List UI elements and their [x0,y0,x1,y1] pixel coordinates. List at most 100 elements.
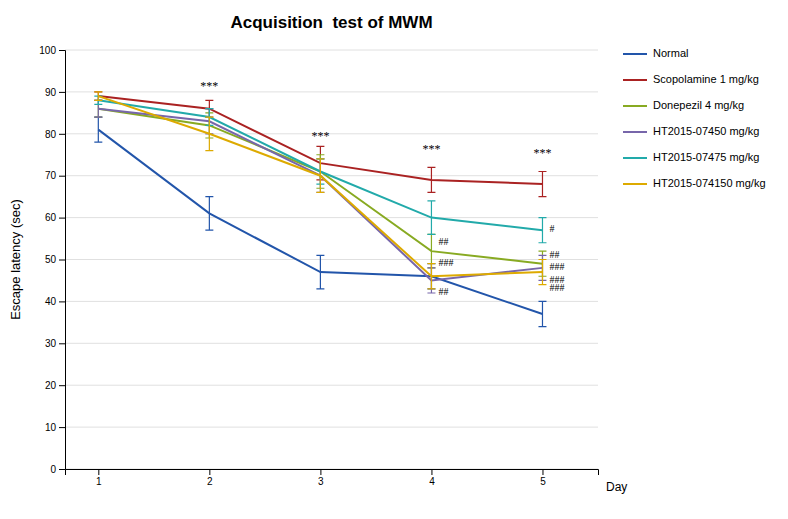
legend-label: Scopolamine 1 mg/kg [653,73,759,85]
y-tick-mark [59,301,65,302]
grid-line [65,50,598,51]
error-bar [94,117,102,142]
y-tick: 90 [45,87,65,98]
legend: Normal Scopolamine 1 mg/kg Donepezil 4 mg/… [623,47,766,189]
x-axis: 1 2 3 4 5 [66,469,599,487]
y-tick-mark [59,134,65,135]
hash-annotation: ## [438,286,448,297]
y-tick-mark [59,92,65,93]
legend-swatch [623,183,647,185]
series [94,100,546,293]
grid-line [65,427,598,428]
series-line [98,109,542,264]
error-bar [205,197,213,231]
y-tick: 70 [45,170,65,181]
marks [94,92,546,327]
series [94,92,546,197]
x-tick-label: 2 [207,476,213,487]
error-bar [538,260,546,285]
legend-entry: HT2015-07475 mg/kg [623,151,759,163]
x-tick-mark [98,469,99,475]
y-tick: 100 [39,45,65,56]
legend-entry: Normal [623,47,688,59]
error-bar [94,92,102,100]
y-tick-label: 0 [50,464,56,475]
series-line [98,96,542,276]
legend-label: Normal [653,47,688,59]
star-annotation: *** [533,146,551,160]
y-tick: 60 [45,212,65,223]
legend-swatch [623,53,647,55]
legend-label: HT2015-074150 mg/kg [653,177,766,189]
y-tick: 30 [45,338,65,349]
y-tick-mark [59,469,65,470]
x-tick: 2 [207,469,213,487]
annotations: ************################### [200,79,564,297]
y-tick: 10 [45,422,65,433]
grid-line [65,217,598,218]
y-tick-mark [59,176,65,177]
grid-line [65,259,598,260]
y-tick-label: 20 [45,380,57,391]
grid-line [65,133,598,134]
hash-annotation: ## [549,249,559,260]
legend-swatch [623,105,647,107]
error-bar [316,255,324,289]
grid-line [65,91,598,92]
error-bar [427,201,435,235]
x-tick: 3 [318,469,324,487]
x-tick-label: 3 [318,476,324,487]
y-tick-mark [59,343,65,344]
title: Acquisition test of MWM [230,13,432,32]
hash-annotation: ### [549,261,564,272]
x-tick-label: 1 [96,476,102,487]
x-tick-label: 4 [429,476,435,487]
legend-swatch [623,79,647,81]
legend-label: Donepezil 4 mg/kg [653,99,744,111]
error-bar [538,172,546,197]
legend-swatch [623,157,647,159]
y-tick-label: 40 [45,296,57,307]
y-axis: 0 10 20 30 40 50 60 70 80 90 100 [39,45,65,475]
legend-label: HT2015-07450 mg/kg [653,125,759,137]
star-annotation: *** [422,142,440,156]
legend-label: HT2015-07475 mg/kg [653,151,759,163]
error-bar [538,301,546,326]
plot: 123450102030405060708090100************#… [39,45,598,487]
error-bar [205,117,213,151]
y-tick-label: 80 [45,129,57,140]
error-bar [427,167,435,192]
y-tick: 80 [45,129,65,140]
x-tick-mark [320,469,321,475]
x-tick: 1 [96,469,102,487]
series [94,92,546,289]
y-tick: 50 [45,254,65,265]
x-axis-line [66,470,599,476]
y-tick-label: 30 [45,338,57,349]
error-bar [427,234,435,268]
star-annotation: *** [311,129,329,143]
x-tick-mark [542,469,543,475]
legend-entry: HT2015-07450 mg/kg [623,125,759,137]
grid-line [65,343,598,344]
y-tick-label: 100 [39,45,56,56]
y-tick-label: 60 [45,212,57,223]
chart: 123450102030405060708090100************#… [0,0,788,519]
hash-annotation: # [549,223,554,234]
y-tick-label: 70 [45,170,57,181]
y-axis-title: Escape latency (sec) [8,199,23,320]
y-tick-label: 90 [45,87,57,98]
grid-line [65,301,598,302]
y-tick-mark [59,385,65,386]
y-axis-line [59,51,66,470]
error-bar [538,218,546,243]
legend-entry: Scopolamine 1 mg/kg [623,73,759,85]
y-tick-mark [59,260,65,261]
legend-swatch [623,131,647,133]
y-tick-label: 10 [45,422,57,433]
y-tick-mark [59,427,65,428]
series-line [98,109,542,281]
hash-annotation: ### [438,257,453,268]
y-tick-mark [59,218,65,219]
x-tick-label: 5 [540,476,546,487]
